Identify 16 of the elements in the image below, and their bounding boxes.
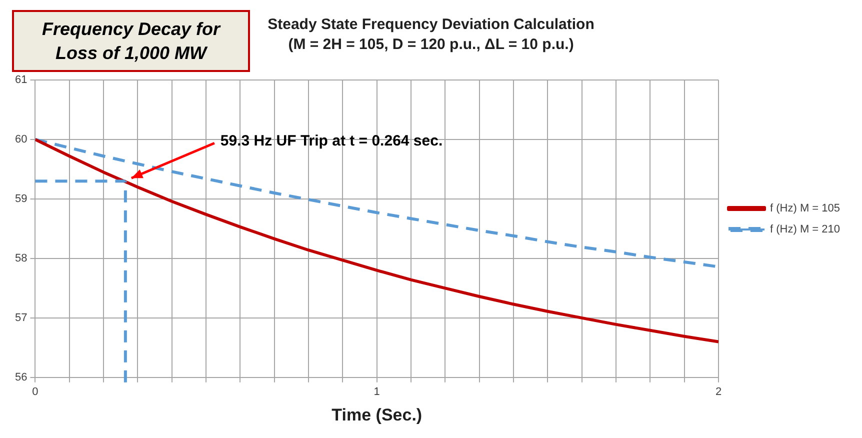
y-tick-label: 61 [14,74,28,86]
annotation: 59.3 Hz UF Trip at t = 0.264 sec. [220,132,443,150]
legend-label: f (Hz) M = 210 [770,224,840,236]
chart-subtitle: (M = 2H = 105, D = 120 p.u., ΔL = 10 p.u.) [288,36,574,54]
x-axis-title: Time (Sec.) [332,405,422,424]
y-tick-label: 60 [14,134,28,146]
chart-title: Steady State Frequency Deviation Calculation [268,16,594,34]
y-tick-label: 56 [14,371,28,384]
y-tick-label: 59 [14,192,28,205]
x-tick-label: 1 [374,386,380,398]
y-tick-label: 57 [14,312,28,324]
y-tick-label: 58 [14,252,28,264]
legend-label: f (Hz) M = 105 [770,202,840,215]
x-tick-label: 2 [715,386,722,398]
x-tick-label: 0 [32,386,38,398]
text: Frequency Decay for Loss of 1,000 MW [12,10,250,72]
